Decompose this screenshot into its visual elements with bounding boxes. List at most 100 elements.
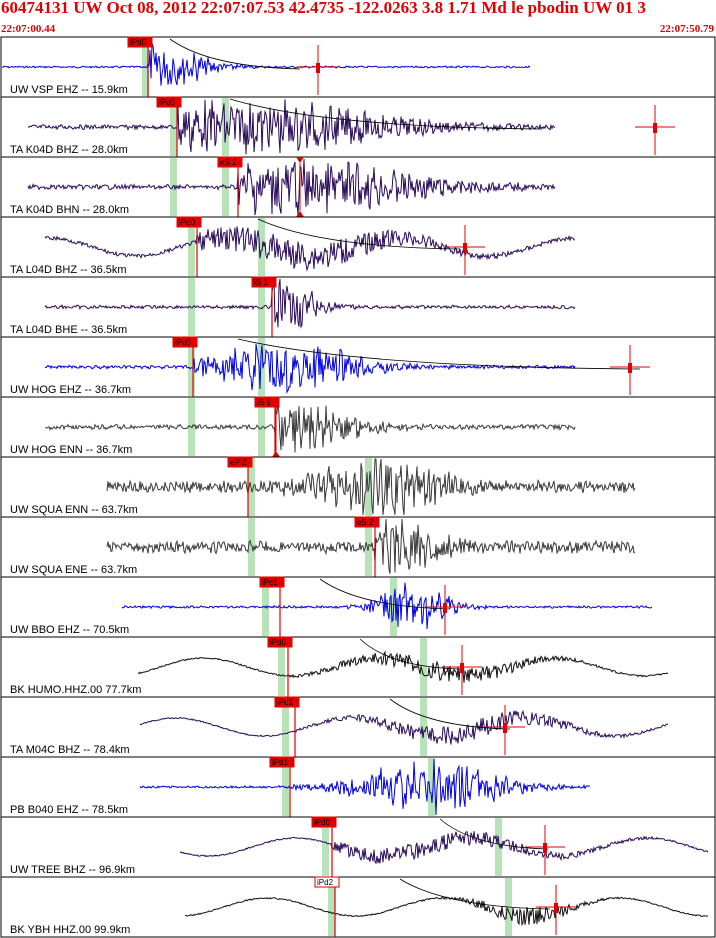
coda-decay-curve <box>257 218 461 250</box>
phase-pick-label: eP 2 <box>230 458 247 467</box>
station-label: TA L04D BHZ -- 36.5km <box>10 264 127 276</box>
station-label: UW SQUA ENE -- 63.7km <box>10 564 137 576</box>
waveform <box>106 518 636 574</box>
coda-decay-curve <box>237 338 641 370</box>
amplitude-marker-box <box>503 723 507 733</box>
phase-pick-box <box>267 636 293 648</box>
amplitude-marker-box <box>543 843 547 853</box>
coda-decay-curve <box>229 98 541 130</box>
phase-pick-box <box>314 876 340 888</box>
amplitude-marker-box <box>628 363 632 373</box>
phase-pick-box <box>172 336 198 348</box>
phase-pick-box <box>227 456 253 468</box>
phase-pick-label: iPd0 <box>179 218 196 227</box>
waveform <box>184 896 709 927</box>
phase-pick-label: iPd0 <box>314 818 331 827</box>
coda-decay-curve <box>319 578 451 610</box>
phase-pick-label: iPc1 <box>262 578 278 587</box>
phase-window-band <box>258 278 265 336</box>
phase-pick-label: iS 1 <box>254 278 268 287</box>
waveform <box>2 43 531 86</box>
waveform <box>121 582 653 630</box>
station-label: UW BBO EHZ -- 70.5km <box>10 624 129 636</box>
phase-pick-label: iPd2 <box>317 878 334 887</box>
trace-panel: iPd1 TA M04C BHZ -- 78.4km <box>0 696 716 758</box>
coda-decay-curve <box>169 38 301 70</box>
phase-pick-box <box>127 36 153 48</box>
phase-pick-label: iPd1 <box>277 698 294 707</box>
coda-decay-curve <box>439 818 549 850</box>
station-label: UW HOG ENN -- 36.7km <box>10 444 132 456</box>
waveform <box>44 226 576 272</box>
trace-panel: iPd2 BK YBH HHZ.00 99.9km <box>0 876 716 938</box>
phase-pick-label: eS 2 <box>357 518 374 527</box>
phase-window-band <box>322 818 329 876</box>
trace-panel: iPd0 BK HUMO.HHZ.00 77.7km <box>0 636 716 698</box>
phase-window-band <box>222 98 229 156</box>
phase-pick-label: iPd1 <box>272 758 289 767</box>
waveform <box>44 278 576 329</box>
amplitude-marker-box <box>554 903 558 913</box>
waveform <box>179 831 709 865</box>
waveform <box>139 709 669 745</box>
phase-pick-box <box>176 216 202 228</box>
phase-window-band <box>420 638 427 696</box>
waveform <box>106 458 636 516</box>
phase-pick-box <box>354 516 380 528</box>
phase-pick-label: eS 2 <box>220 158 237 167</box>
phase-window-band <box>170 158 177 216</box>
phase-window-band <box>258 218 265 276</box>
phase-pick-box <box>311 816 337 828</box>
window-start-time: 22:07:00.44 <box>1 23 56 35</box>
station-label: TA M04C BHZ -- 78.4km <box>10 744 130 756</box>
station-label: BK HUMO.HHZ.00 77.7km <box>10 684 141 696</box>
phase-pick-box <box>217 156 243 168</box>
triangle-marker-top <box>272 397 280 403</box>
trace-panel: iPc1 UW BBO EHZ -- 70.5km <box>0 576 716 638</box>
phase-window-band <box>258 338 265 396</box>
phase-pick-label: iPc0 <box>175 338 191 347</box>
trace-panel: iPc0 UW HOG EHZ -- 36.7km <box>0 336 716 398</box>
phase-pick-label: iPd0 <box>130 38 147 47</box>
phase-window-band <box>420 698 427 756</box>
triangle-marker-bottom <box>272 451 280 457</box>
phase-pick-box <box>274 696 300 708</box>
phase-window-band <box>495 818 502 876</box>
phase-window-band <box>188 338 195 396</box>
trace-panel: eS 2 UW SQUA ENE -- 63.7km <box>0 516 716 578</box>
station-label: TA L04D BHE -- 36.5km <box>10 324 127 336</box>
phase-window-band <box>282 698 289 756</box>
trace-panel: iPd0 TA L04D BHZ -- 36.5km <box>0 216 716 278</box>
station-label: BK YBH HHZ.00 99.9km <box>10 924 130 936</box>
station-label: UW TREE BHZ -- 96.9km <box>10 864 135 876</box>
waveform <box>27 99 556 155</box>
phase-window-band <box>248 518 255 576</box>
amplitude-marker-box <box>460 663 464 673</box>
station-label: TA K04D BHN -- 28.0km <box>10 204 129 216</box>
triangle-marker-top <box>296 157 304 163</box>
phase-pick-box <box>156 96 182 108</box>
coda-decay-curve <box>359 638 461 670</box>
waveform <box>27 158 556 216</box>
trace-panel: iPd1 PB B040 EHZ -- 78.5km <box>0 756 716 818</box>
event-title: 60474131 UW Oct 08, 2012 22:07:07.53 42.… <box>1 0 646 17</box>
waveform <box>137 650 669 683</box>
station-label: TA K04D BHZ -- 28.0km <box>10 144 128 156</box>
trace-panel: iS 1 TA L04D BHE -- 36.5km <box>0 276 716 338</box>
station-label: UW VSP EHZ -- 15.9km <box>10 84 128 96</box>
window-end-time: 22:07:50.79 <box>659 23 714 35</box>
phase-pick-label: iS 1 <box>257 398 271 407</box>
phase-window-band <box>248 458 255 516</box>
phase-pick-box <box>259 576 285 588</box>
amplitude-marker-box <box>463 243 467 253</box>
amplitude-marker-box <box>653 123 657 133</box>
phase-window-band <box>328 878 335 936</box>
station-label: UW SQUA ENN -- 63.7km <box>10 504 138 516</box>
trace-panel: eP 2 UW SQUA ENN -- 63.7km <box>0 456 716 518</box>
phase-pick-label: iPd0 <box>270 638 287 647</box>
phase-pick-box <box>269 756 295 768</box>
amplitude-marker-box <box>316 63 320 73</box>
phase-window-band <box>188 218 195 276</box>
coda-decay-curve <box>399 878 551 910</box>
phase-window-band <box>428 758 435 816</box>
